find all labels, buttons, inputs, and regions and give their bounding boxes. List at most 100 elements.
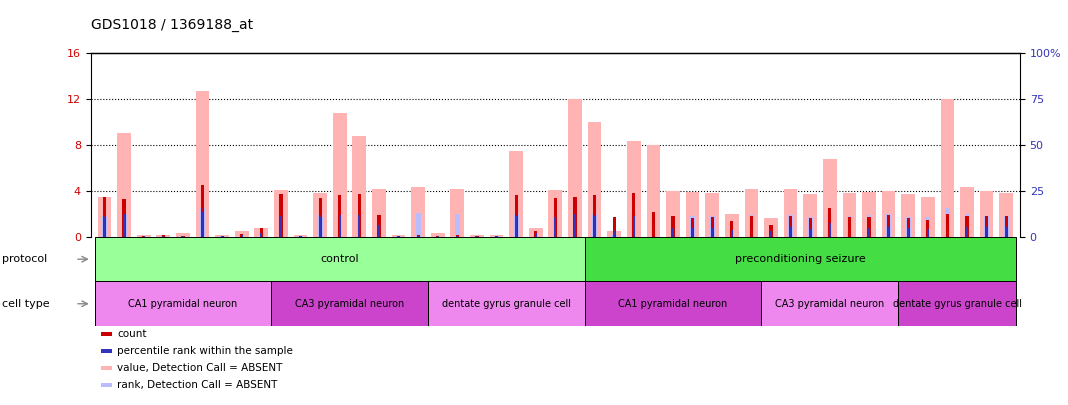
Bar: [1005, 216, 1008, 237]
Bar: [318, 198, 321, 237]
Bar: [274, 190, 287, 237]
Bar: [200, 208, 205, 237]
Bar: [241, 234, 242, 237]
Bar: [927, 229, 929, 237]
Bar: [672, 216, 675, 237]
Bar: [240, 234, 244, 237]
Bar: [828, 214, 832, 237]
Bar: [377, 215, 381, 237]
Bar: [514, 214, 519, 237]
Bar: [572, 211, 578, 237]
Bar: [430, 233, 444, 237]
Bar: [137, 235, 151, 237]
Bar: [161, 235, 164, 237]
Bar: [97, 196, 111, 237]
Bar: [359, 215, 360, 237]
Bar: [494, 236, 498, 237]
Bar: [182, 236, 185, 237]
Text: cell type: cell type: [2, 299, 50, 309]
Bar: [866, 215, 871, 237]
Bar: [156, 234, 170, 237]
Bar: [195, 91, 209, 237]
Bar: [549, 190, 562, 237]
Bar: [574, 196, 577, 237]
Bar: [221, 236, 223, 237]
Text: count: count: [117, 329, 147, 339]
Text: dentate gyrus granule cell: dentate gyrus granule cell: [442, 299, 571, 309]
Bar: [985, 216, 989, 237]
Bar: [867, 217, 870, 237]
Bar: [587, 122, 601, 237]
Bar: [725, 214, 739, 237]
Bar: [710, 217, 713, 237]
Bar: [1004, 216, 1008, 237]
Bar: [529, 228, 543, 237]
Bar: [299, 236, 302, 237]
Bar: [945, 208, 949, 237]
Bar: [554, 217, 556, 237]
Bar: [103, 196, 106, 237]
Bar: [613, 231, 615, 237]
Text: dentate gyrus granule cell: dentate gyrus granule cell: [893, 299, 1022, 309]
Bar: [749, 215, 754, 237]
Bar: [1005, 226, 1007, 237]
Bar: [415, 213, 421, 237]
Bar: [770, 231, 772, 237]
Bar: [220, 236, 223, 237]
Bar: [436, 236, 440, 237]
Bar: [180, 236, 186, 237]
Bar: [1000, 193, 1014, 237]
Bar: [280, 216, 282, 237]
Bar: [515, 196, 518, 237]
Bar: [298, 236, 303, 237]
Bar: [646, 145, 660, 237]
Bar: [862, 192, 876, 237]
Bar: [411, 188, 425, 237]
Bar: [729, 226, 734, 237]
Bar: [594, 216, 596, 237]
Bar: [986, 226, 988, 237]
Bar: [979, 191, 993, 237]
Bar: [761, 281, 898, 326]
Bar: [337, 214, 342, 237]
Bar: [941, 99, 955, 237]
Bar: [475, 236, 478, 237]
Bar: [672, 228, 674, 237]
Bar: [985, 216, 988, 237]
Bar: [317, 215, 323, 237]
Bar: [372, 189, 386, 237]
Bar: [161, 235, 166, 237]
Bar: [437, 236, 439, 237]
Bar: [104, 217, 106, 237]
Bar: [428, 281, 585, 326]
Bar: [789, 216, 792, 237]
Bar: [671, 216, 675, 237]
Bar: [964, 214, 970, 237]
Bar: [417, 235, 420, 237]
Bar: [764, 219, 778, 237]
Bar: [888, 226, 890, 237]
Bar: [117, 133, 131, 237]
Bar: [392, 235, 406, 237]
Bar: [358, 194, 361, 237]
Bar: [823, 159, 836, 237]
Bar: [239, 234, 245, 237]
Bar: [960, 188, 974, 237]
Bar: [731, 221, 734, 237]
Bar: [313, 193, 327, 237]
Bar: [906, 217, 911, 237]
Bar: [396, 236, 400, 237]
Bar: [803, 194, 817, 237]
Bar: [216, 234, 229, 237]
Bar: [123, 214, 125, 237]
Bar: [651, 214, 656, 237]
Bar: [279, 214, 283, 237]
Bar: [907, 219, 910, 237]
Bar: [888, 215, 891, 237]
Bar: [496, 236, 498, 237]
Bar: [926, 220, 929, 237]
Bar: [470, 235, 484, 237]
Bar: [333, 113, 347, 237]
Bar: [829, 223, 831, 237]
Bar: [769, 226, 772, 237]
